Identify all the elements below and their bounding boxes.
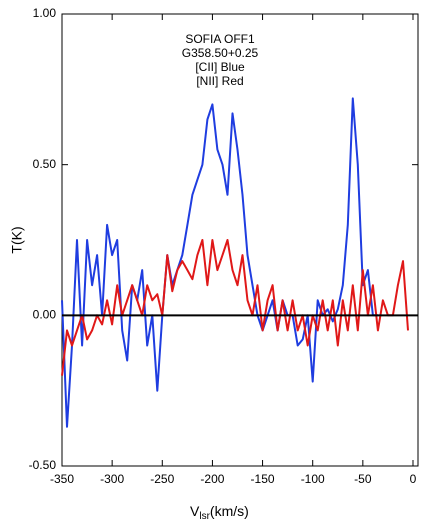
x-tick-label: -100 <box>301 472 325 486</box>
annotation: SOFIA OFF1 <box>185 32 255 46</box>
x-tick-label: -250 <box>150 472 174 486</box>
plot-frame <box>61 13 419 467</box>
y-tick-label: 0.00 <box>33 308 57 322</box>
y-axis-label: T(K) <box>9 226 25 253</box>
annotation: [CII] Blue <box>195 60 245 74</box>
x-tick-label: -50 <box>354 472 372 486</box>
y-tick-label: 0.50 <box>33 157 57 171</box>
x-tick-label: -200 <box>200 472 224 486</box>
x-label-rest: (km/s) <box>210 503 249 519</box>
y-tick-label: -0.50 <box>29 458 57 472</box>
x-tick-label: -300 <box>100 472 124 486</box>
annotation: [NII] Red <box>196 74 243 88</box>
series-line <box>61 239 409 376</box>
x-label-main: V <box>190 503 200 519</box>
x-tick-label: -350 <box>50 472 74 486</box>
x-axis-label: Vlsr(km/s) <box>190 503 249 522</box>
x-tick-label: 0 <box>410 472 417 486</box>
y-tick-label: 1.00 <box>33 6 57 20</box>
annotation: G358.50+0.25 <box>182 46 259 60</box>
x-tick-label: -150 <box>251 472 275 486</box>
x-label-sub: lsr <box>199 511 210 522</box>
